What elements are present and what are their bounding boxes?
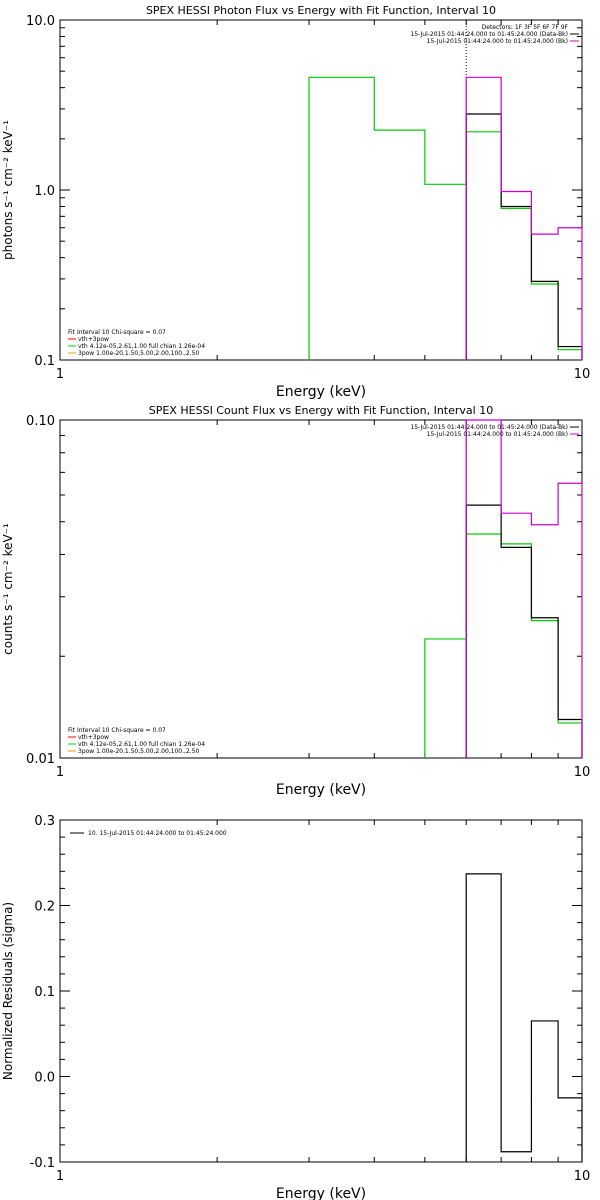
legend-entry: vth 4.12e-05,2.61,1.00 full chian 1.26e-… [78,741,205,748]
legend-entry: 15-Jul-2015 01:44:24.000 to 01:45:24.000… [427,431,568,438]
series-line-1-2 [465,419,583,758]
series-line-0-1 [465,113,583,360]
y-tick-label: 1.0 [34,184,55,199]
y-tick-label: 0.01 [26,752,55,767]
y-tick-label: 0.3 [34,814,55,829]
x-axis-label-2: Energy (keV) [276,1186,366,1200]
series-line-1-0 [424,533,583,758]
series-line-0-0 [308,76,583,360]
y-tick-label: 0.1 [34,985,55,1000]
legend-entry: Fit Interval 10 Chi-square = 0.07 [68,329,166,336]
y-axis-label-2: Normalized Residuals (sigma) [1,902,15,1080]
x-tick-label: 10 [574,367,591,382]
legend-entry: vth+3pow [78,734,109,741]
legend-entry: vth+3pow [78,336,109,343]
x-tick-label: 1 [56,1169,64,1184]
legend-entry: 3pow 1.00e-20,1.50,5.00,2.00,100.,2.50 [78,350,199,357]
legend-entry: 10. 15-Jul-2015 01:44:24.000 to 01:45:24… [88,830,227,837]
y-axis-label-1: counts s⁻¹ cm⁻² keV⁻¹ [1,523,15,655]
chart-title-0: SPEX HESSI Photon Flux vs Energy with Fi… [146,4,496,17]
x-tick-label: 1 [56,765,64,780]
series-line-2-0 [465,873,583,1162]
legend-entry: Detectors: 1F 3F 5F 6F 7F 9F [482,24,569,31]
y-tick-label: 0.2 [34,900,55,915]
y-tick-label: 0.10 [26,414,55,429]
x-axis-label-1: Energy (keV) [276,782,366,798]
x-tick-label: 1 [56,367,64,382]
series-line-1-1 [465,504,583,758]
legend-entry: Fit Interval 10 Chi-square = 0.07 [68,727,166,734]
x-axis-label-0: Energy (keV) [276,384,366,400]
plot-frame-2 [59,819,583,1163]
series-line-0-2 [465,76,583,360]
legend-entry: 3pow 1.00e-20,1.50,5.00,2.00,100.,2.50 [78,748,199,755]
y-tick-label: -0.1 [30,1156,55,1171]
y-tick-label: 0.0 [34,1071,55,1086]
x-tick-label: 10 [574,765,591,780]
legend-entry: vth 4.12e-05,2.61,1.00 full chian 1.26e-… [78,343,205,350]
plot-frame-0 [59,19,583,361]
plot-frame-1 [59,419,583,759]
y-axis-label-0: photons s⁻¹ cm⁻² keV⁻¹ [1,120,15,260]
y-tick-label: 10.0 [26,14,55,29]
legend-entry: 15-Jul-2015 01:44:24.000 to 01:45:24.000… [427,38,568,45]
legend-entry: 15-Jul-2015 01:44:24.000 to 01:45:24.000… [410,424,568,431]
chart-title-1: SPEX HESSI Count Flux vs Energy with Fit… [149,404,493,417]
legend-entry: 15-Jul-2015 01:44:24.000 to 01:45:24.000… [410,31,568,38]
y-tick-label: 0.1 [34,354,55,369]
x-tick-label: 10 [574,1169,591,1184]
